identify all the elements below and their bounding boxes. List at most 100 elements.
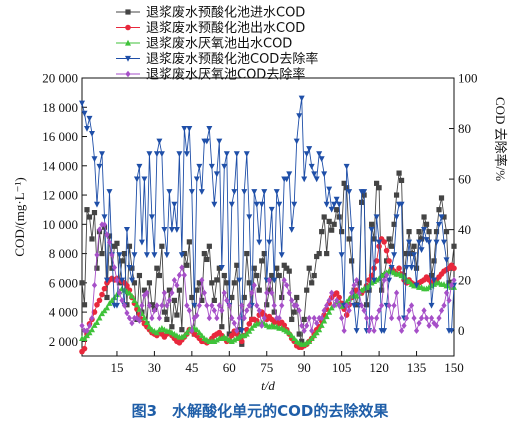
data-point — [114, 240, 120, 246]
data-point — [214, 277, 220, 283]
legend-label: 退浆废水厌氧池COD去除率 — [146, 67, 305, 83]
legend-swatch-marker — [125, 70, 131, 78]
series-5 — [79, 221, 457, 334]
data-point — [221, 163, 228, 170]
y-left-tick-label: 14 000 — [42, 158, 78, 173]
y-left-tick-label: 12 000 — [42, 188, 78, 203]
legend-label: 退浆废水预酸化池出水COD — [146, 20, 305, 36]
data-point — [273, 189, 280, 195]
data-point — [284, 282, 290, 289]
data-point — [106, 189, 113, 195]
data-point — [411, 252, 418, 259]
data-point — [161, 289, 167, 297]
data-point — [249, 289, 255, 297]
data-point — [264, 302, 270, 308]
data-point — [401, 322, 407, 329]
data-point — [406, 239, 413, 246]
data-point — [154, 302, 160, 309]
data-point — [396, 265, 402, 272]
y-right-tick-label: 100 — [458, 71, 478, 86]
data-point — [266, 239, 273, 246]
figure-caption: 图3 水解酸化单元的COD的去除效果 — [131, 402, 389, 420]
y-left-tick-label: 4 000 — [49, 305, 78, 320]
data-point — [213, 171, 220, 178]
data-point — [433, 239, 440, 246]
data-point — [438, 214, 445, 221]
y-right-tick-label: 40 — [458, 222, 471, 237]
data-point — [223, 151, 230, 158]
data-point — [448, 328, 455, 334]
data-point — [328, 304, 335, 311]
data-point — [206, 314, 212, 322]
data-point — [166, 287, 172, 293]
data-point — [171, 297, 177, 303]
data-point — [388, 264, 395, 271]
data-point — [408, 250, 415, 257]
data-point — [421, 214, 427, 220]
data-point — [331, 302, 337, 309]
data-point — [266, 276, 272, 284]
data-point — [426, 322, 432, 329]
data-point — [181, 332, 188, 339]
data-point — [284, 265, 290, 271]
data-point — [321, 307, 327, 314]
data-point — [261, 250, 267, 257]
data-point — [326, 297, 332, 304]
data-point — [386, 236, 392, 242]
data-point — [364, 314, 370, 322]
data-point — [174, 282, 180, 289]
data-point — [133, 176, 140, 183]
data-point — [443, 289, 450, 297]
data-point — [286, 268, 292, 274]
data-point — [98, 310, 105, 317]
data-point — [138, 239, 145, 246]
data-point — [221, 289, 227, 297]
data-point — [103, 304, 110, 311]
data-point — [86, 322, 93, 329]
data-point — [304, 322, 310, 329]
data-point — [176, 271, 182, 279]
axis-ticks: 15 30 45 60 75 90 105 120 135 150 2 000 4 000 6 000 8… — [42, 71, 477, 376]
data-point — [381, 276, 387, 284]
data-point — [109, 251, 115, 259]
data-point — [194, 312, 200, 319]
data-point — [253, 201, 260, 208]
data-point — [129, 265, 135, 271]
data-point — [118, 277, 125, 284]
data-point — [191, 302, 198, 309]
data-point — [279, 294, 285, 301]
data-point — [356, 280, 362, 286]
data-point — [256, 307, 262, 314]
legend-item: 退浆废水预酸化池出水COD — [116, 20, 305, 36]
x-tick-label: 15 — [110, 360, 123, 375]
data-point — [301, 327, 307, 334]
data-point — [228, 338, 235, 344]
data-point — [228, 332, 235, 339]
data-point — [381, 239, 387, 245]
data-point — [164, 302, 170, 309]
data-point — [221, 272, 227, 279]
data-point — [126, 314, 133, 322]
data-point — [334, 297, 340, 304]
data-point — [149, 302, 155, 308]
data-point — [303, 151, 310, 158]
y-left-tick-label: 2 000 — [49, 334, 78, 349]
data-point — [93, 201, 100, 208]
data-point — [376, 239, 383, 246]
data-point — [79, 280, 85, 286]
legend-label: 退浆废水预酸化池COD去除率 — [146, 51, 318, 67]
data-point — [179, 327, 185, 333]
data-point — [428, 272, 435, 279]
data-point — [278, 252, 285, 259]
y-left-tick-label: 10 000 — [42, 217, 78, 232]
data-point — [244, 307, 250, 314]
data-point — [136, 163, 143, 170]
data-point — [203, 138, 210, 145]
data-point — [398, 177, 405, 184]
data-point — [296, 331, 302, 337]
data-point — [111, 264, 118, 271]
data-point — [226, 302, 232, 309]
data-point — [156, 314, 162, 322]
data-point — [428, 302, 435, 309]
data-point — [81, 110, 88, 117]
